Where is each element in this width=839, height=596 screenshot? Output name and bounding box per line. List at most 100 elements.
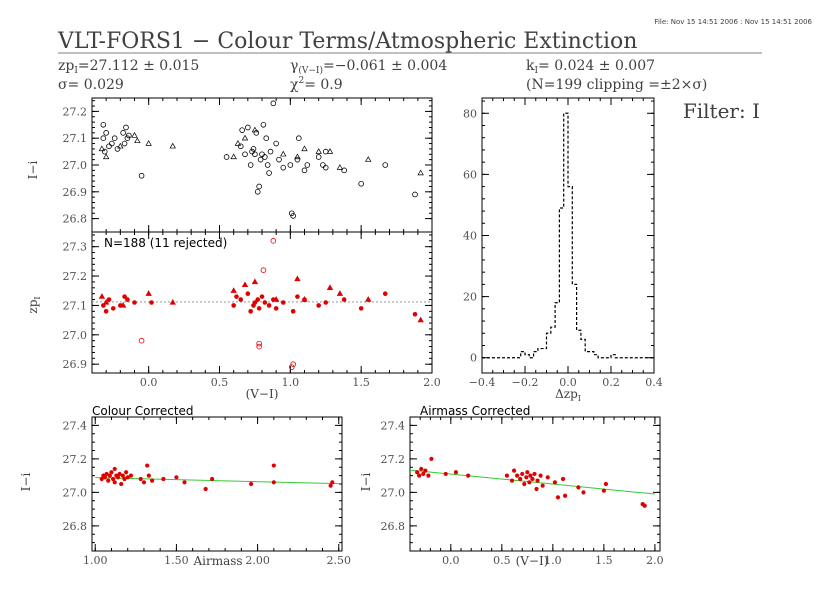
raw-point — [304, 162, 311, 168]
colour-point — [146, 473, 151, 478]
zp-point — [169, 298, 176, 305]
raw-point — [260, 122, 267, 128]
airmass-xtick-label: 0.0 — [442, 554, 460, 567]
zp-point — [262, 300, 268, 305]
colour-point — [112, 466, 117, 472]
airmass-point — [532, 471, 537, 477]
raw-frame — [91, 97, 433, 233]
airmass-point — [511, 468, 517, 473]
zp-point — [119, 301, 127, 308]
zp-point — [266, 303, 272, 308]
zp-ytick-label: 26.9 — [63, 358, 88, 371]
zp-point — [280, 300, 286, 305]
colour-point — [138, 476, 143, 482]
raw-point — [259, 151, 265, 158]
colour-xtick-label: 2.00 — [245, 554, 270, 567]
zp-point — [295, 294, 300, 299]
colour-title: Colour Corrected — [92, 404, 194, 418]
raw-ytick-label: 27.0 — [63, 159, 88, 172]
zp-point — [138, 337, 145, 344]
zp-point — [255, 297, 261, 302]
airmass-xtick-label: 0.5 — [493, 554, 511, 567]
airmass-point — [522, 481, 527, 487]
raw-point — [131, 132, 138, 138]
zp-point — [145, 290, 152, 296]
raw-point — [276, 156, 282, 163]
airmass-point — [525, 470, 530, 475]
zp-point — [259, 294, 265, 299]
colour-point — [271, 463, 276, 468]
raw-point — [245, 124, 251, 131]
hist-xlabel: ΔzpI — [555, 387, 581, 403]
airmass-fit-line — [409, 469, 655, 495]
zp-point — [234, 294, 239, 299]
zeropoint-panel: 26.9 27.0 27.1 27.2 27.3 0.0 0.5 1.0 1.5 2.0 — [63, 231, 441, 389]
colour-ylabel: I−i — [19, 473, 33, 492]
raw-colour-panel: 26.8 26.9 27.0 27.1 27.2 — [63, 97, 433, 233]
zp-xtick-label: 1.0 — [282, 376, 300, 389]
raw-point — [280, 164, 287, 171]
airmass-ytick-label: 27.0 — [381, 486, 406, 499]
airmass-xtick-label: 2.0 — [646, 554, 664, 567]
raw-point — [294, 153, 301, 160]
zp-point — [301, 296, 308, 302]
zp-point — [358, 306, 364, 311]
colour-xtick-label: 1.50 — [164, 554, 189, 567]
colour-point — [161, 476, 166, 482]
raw-point — [138, 172, 145, 179]
colour-point — [203, 486, 208, 492]
colour-point — [210, 476, 215, 482]
chi2-stat: χ2= 0.9 — [290, 76, 343, 93]
zp-point — [323, 300, 329, 305]
colour-point — [104, 471, 109, 477]
zp-point — [238, 297, 244, 302]
clip-stat: (N=199 clipping =±2×σ) — [526, 77, 707, 93]
airmass-point — [560, 476, 566, 482]
airmass-frame — [409, 416, 661, 552]
zp-point — [122, 294, 127, 299]
hist-ytick-label: 80 — [463, 107, 477, 120]
airmass-point — [415, 470, 420, 475]
airmass-point — [603, 481, 609, 487]
raw-point — [169, 142, 176, 149]
raw-point — [100, 122, 107, 128]
hist-xtick-label: 0.0 — [559, 376, 577, 389]
zp-ytick-label: 27.0 — [63, 329, 88, 342]
zp-point — [294, 275, 301, 282]
zp-annotation: N=188 (11 rejected) — [104, 236, 227, 250]
airmass-point — [601, 488, 606, 493]
airmass-point — [520, 471, 525, 477]
zp-point — [326, 284, 334, 290]
zp-point — [106, 297, 112, 302]
airmass-xtick-label: 1.0 — [544, 554, 562, 567]
colour-point — [328, 483, 333, 488]
hist-ytick-label: 40 — [463, 230, 477, 243]
airmass-point — [527, 480, 532, 485]
colour-point — [119, 481, 124, 487]
raw-ytick-label: 27.2 — [63, 105, 88, 118]
zeropoint-histogram-panel: 0 20 40 60 80 −0.4 −0.2 0.0 0.2 0.4 — [463, 97, 663, 389]
raw-point — [121, 140, 128, 147]
raw-point — [223, 154, 230, 160]
file-note: File: Nov 15 14:51 2006 : Nov 15 14:51 2… — [654, 18, 812, 26]
zp-xtick-label: 0.5 — [211, 376, 229, 389]
raw-point — [241, 134, 249, 141]
raw-point — [120, 130, 126, 136]
zp-point — [270, 238, 277, 244]
hist-ytick-label: 0 — [470, 352, 477, 365]
colour-point — [117, 471, 122, 477]
zp-stat: zpI=27.112 ± 0.015 — [58, 58, 199, 76]
colour-point — [128, 473, 134, 478]
airmass-point — [581, 490, 586, 495]
airmass-point — [429, 456, 434, 461]
colour-ytick-label: 27.2 — [63, 453, 88, 466]
colour-point — [174, 475, 179, 480]
raw-point — [237, 143, 244, 150]
raw-point — [101, 148, 108, 155]
airmass-point — [528, 473, 533, 478]
raw-point — [264, 162, 271, 168]
zp-point — [98, 293, 106, 299]
colour-point — [115, 475, 121, 480]
hist-outline — [482, 112, 654, 359]
